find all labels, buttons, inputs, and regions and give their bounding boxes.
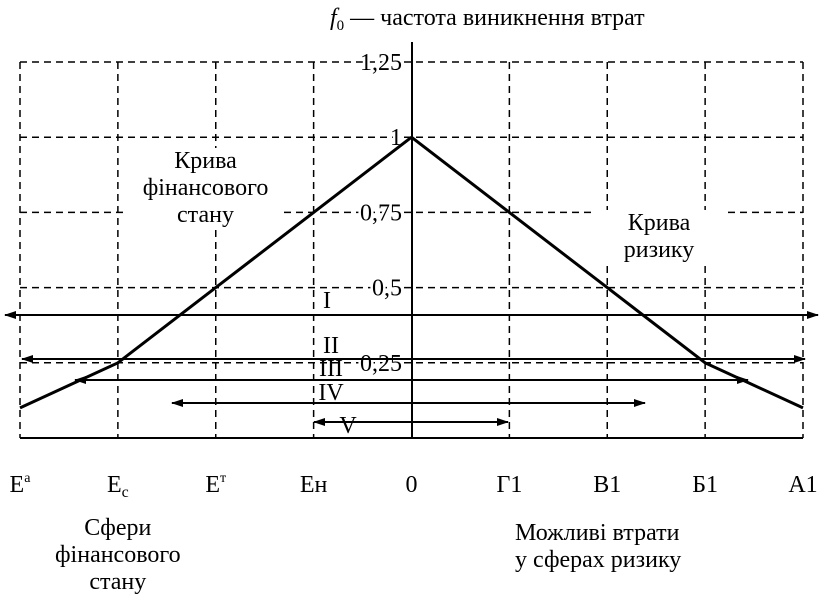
y-tick-label: 0,75 [360, 200, 402, 226]
y-sub: 0 [337, 18, 345, 34]
annotation-line: фінансового [55, 542, 181, 568]
x-tick-label: Ес [107, 472, 129, 501]
x-tick-base: Е [10, 472, 25, 498]
y-tick-label: 0,25 [360, 351, 402, 377]
series-label: Крива фінансового стану [128, 148, 283, 229]
x-tick-label: В1 [593, 472, 621, 498]
annotation-line: Сфери [84, 515, 152, 541]
x-tick-sub: с [122, 484, 129, 501]
annotation-line: у сферах ризику [515, 547, 682, 573]
annotation: Можливі втрати у сферах ризику [515, 520, 681, 574]
x-tick-base: Е [107, 472, 122, 498]
x-tick-sup: а [24, 471, 31, 486]
annotation-line: Можливі втрати [515, 520, 680, 546]
series-label: Крива ризику [595, 210, 723, 264]
y-text: — частота виникнення втрат [344, 5, 645, 31]
x-tick-base: А1 [788, 472, 817, 498]
x-tick-label: Ен [300, 472, 328, 498]
x-tick-label: Ет [205, 471, 226, 498]
x-tick-label: Б1 [692, 472, 718, 498]
x-tick-base: Г1 [496, 472, 522, 498]
x-tick-label: Г1 [496, 472, 522, 498]
annotation: Сфери фінансового стану [55, 515, 181, 596]
x-tick-sup: т [220, 471, 226, 486]
x-tick-label: 0 [406, 472, 418, 498]
x-tick-base: Б1 [692, 472, 718, 498]
line-series [410, 136, 804, 410]
range-label: II [323, 333, 339, 359]
x-tick-base: Е [205, 472, 220, 498]
x-tick-base: Ен [300, 472, 328, 498]
range-label: I [323, 288, 331, 314]
range-label: IV [318, 380, 344, 406]
y-var: f [330, 5, 340, 31]
y-axis-title: f0 — частота виникнення втрат [330, 5, 645, 34]
annotation-line: стану [89, 569, 147, 595]
x-tick-base: В1 [593, 472, 621, 498]
y-tick-label: 1,25 [360, 50, 402, 76]
x-tick-label: А1 [788, 472, 817, 498]
range-label: V [339, 413, 357, 439]
line-series [19, 136, 413, 410]
range-label: III [319, 356, 343, 382]
x-tick-label: Еа [10, 471, 32, 498]
x-tick-base: 0 [406, 472, 418, 498]
y-tick-label: 0,5 [372, 276, 402, 302]
